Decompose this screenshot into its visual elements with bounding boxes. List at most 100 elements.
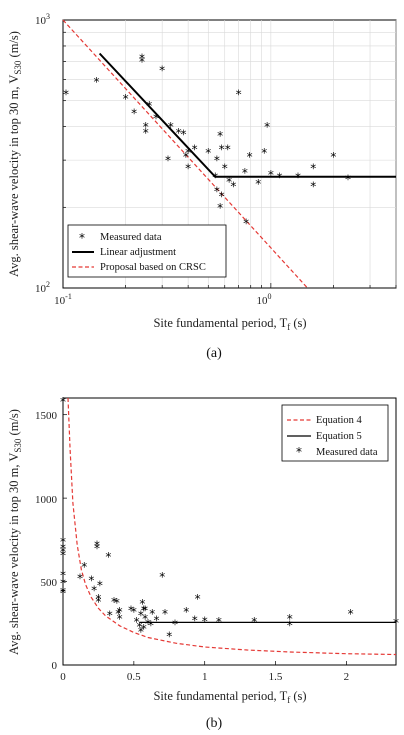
- measured-point-b-38: *: [149, 607, 155, 621]
- measured-point-b-48: *: [216, 615, 222, 629]
- measured-point-b-11: *: [88, 573, 94, 587]
- measured-point-a-15: *: [183, 150, 189, 164]
- measured-point-b-1: *: [60, 535, 66, 549]
- measured-point-a-42: *: [310, 180, 316, 194]
- x-axis-label-a: Site fundamental period, Tf (s): [153, 316, 306, 332]
- y-tick-label-b-0: 0: [52, 660, 58, 672]
- measured-point-b-46: *: [195, 592, 201, 606]
- measured-point-b-45: *: [192, 613, 198, 627]
- measured-point-a-33: *: [243, 216, 249, 230]
- measured-point-b-51: *: [287, 618, 293, 632]
- measured-point-b-22: *: [115, 607, 121, 621]
- measured-point-b-42: *: [166, 629, 172, 643]
- measured-point-a-41: *: [310, 162, 316, 176]
- ticks-b: [62, 414, 347, 666]
- measured-point-a-24: *: [217, 129, 223, 143]
- measured-point-a-8: *: [146, 99, 152, 113]
- measured-point-b-40: *: [159, 570, 165, 584]
- measured-point-b-7: *: [60, 585, 66, 599]
- measured-point-a-19: *: [205, 146, 211, 160]
- measured-point-a-2: *: [123, 92, 129, 106]
- measured-point-b-19: *: [107, 608, 113, 622]
- measured-point-a-44: *: [345, 173, 351, 187]
- measured-point-a-5: *: [139, 55, 145, 69]
- measured-point-a-40: *: [295, 170, 301, 184]
- panel-label-b: (b): [206, 716, 223, 731]
- measured-point-b-44: *: [183, 605, 189, 619]
- measured-point-a-36: *: [261, 146, 267, 160]
- measured-point-a-34: *: [247, 150, 253, 164]
- measured-point-a-6: *: [143, 126, 149, 140]
- measured-point-a-12: *: [168, 120, 174, 134]
- measured-point-b-53: *: [393, 616, 399, 630]
- measured-point-b-8: *: [60, 587, 66, 601]
- measured-point-b-12: *: [91, 583, 97, 597]
- measured-point-a-35: *: [255, 177, 261, 191]
- measured-point-a-25: *: [219, 190, 225, 204]
- legend-b: Equation 4 Equation 5 * Measured data: [281, 404, 389, 462]
- y-tick-label-b-2: 1000: [35, 494, 58, 506]
- measured-point-a-29: *: [226, 175, 232, 189]
- measured-point-b-33: *: [141, 603, 147, 617]
- measured-point-b-35: *: [142, 603, 148, 617]
- marks-a: ************* ****** ******************** *…: [62, 19, 396, 289]
- x-tick-label-a-1: 100: [257, 292, 272, 307]
- measured-point-b-49: *: [251, 615, 257, 629]
- measured-point-a-11: *: [165, 154, 171, 168]
- legend-box-b: [281, 404, 389, 462]
- measured-point-a-38: *: [268, 168, 274, 182]
- measured-point-b-16: *: [95, 592, 101, 606]
- measured-point-b-29: *: [138, 608, 144, 622]
- measured-point-a-20: *: [212, 170, 218, 184]
- measured-point-b-34: *: [142, 612, 148, 626]
- measured-point-b-13: *: [94, 538, 100, 552]
- legend-label-b-eq5: Equation 5: [316, 431, 362, 442]
- x-tick-label-b-2: 1: [202, 671, 208, 683]
- measured-point-a-17: *: [185, 162, 191, 176]
- measured-point-b-47: *: [202, 614, 208, 628]
- measured-point-a-14: *: [181, 128, 187, 142]
- measured-point-a-18: *: [192, 143, 198, 157]
- measured-point-a-28: *: [225, 143, 231, 157]
- measured-point-b-0: *: [60, 395, 66, 409]
- measured-point-b-39: *: [154, 613, 160, 627]
- y-tick-label-b-1: 500: [41, 577, 58, 589]
- panel-a: 10-1 100 102 103 Site fundamental period…: [7, 12, 397, 361]
- y-tick-label-b-3: 1500: [35, 410, 58, 422]
- measured-point-b-17: *: [97, 578, 103, 592]
- measured-point-a-9: *: [153, 112, 159, 126]
- measured-point-b-50: *: [287, 612, 293, 626]
- measured-point-a-43: *: [330, 150, 336, 164]
- x-tick-label-b-0: 0: [60, 671, 66, 683]
- measured-point-a-31: *: [236, 87, 242, 101]
- measured-point-b-24: *: [117, 612, 123, 626]
- x-axis-label-b: Site fundamental period, Tf (s): [153, 689, 306, 705]
- measured-point-a-39: *: [276, 170, 282, 184]
- measured-point-a-10: *: [159, 64, 165, 78]
- legend-a: * Measured data Linear adjustment Propos…: [67, 224, 227, 278]
- legend-label-a-linear: Linear adjustment: [100, 247, 176, 258]
- x-tick-label-b-3: 1.5: [269, 671, 283, 683]
- measured-point-b-30: *: [138, 625, 144, 639]
- measured-point-a-26: *: [219, 143, 225, 157]
- panel-b: 0 0.5 1 1.5 2 0 500 1000 1500 Site funda…: [7, 395, 399, 731]
- measured-point-b-21: *: [114, 596, 120, 610]
- measured-point-b-14: *: [94, 542, 100, 556]
- measured-point-a-3: *: [131, 106, 137, 120]
- measured-point-a-22: *: [214, 154, 220, 168]
- measured-point-a-21: *: [214, 185, 220, 199]
- measured-point-b-31: *: [139, 597, 145, 611]
- legend-box-a: [67, 224, 227, 278]
- measured-point-b-10: *: [81, 560, 87, 574]
- y-tick-label-a-0: 102: [35, 280, 50, 295]
- x-tick-label-a-0: 10-1: [54, 292, 72, 307]
- measured-point-a-30: *: [230, 180, 236, 194]
- measured-point-b-36: *: [145, 617, 151, 631]
- measured-point-b-20: *: [111, 595, 117, 609]
- measured-point-a-13: *: [176, 126, 182, 140]
- measured-point-a-27: *: [222, 162, 228, 176]
- legend-label-a-measured: Measured data: [100, 232, 162, 243]
- measured-point-b-41: *: [162, 607, 168, 621]
